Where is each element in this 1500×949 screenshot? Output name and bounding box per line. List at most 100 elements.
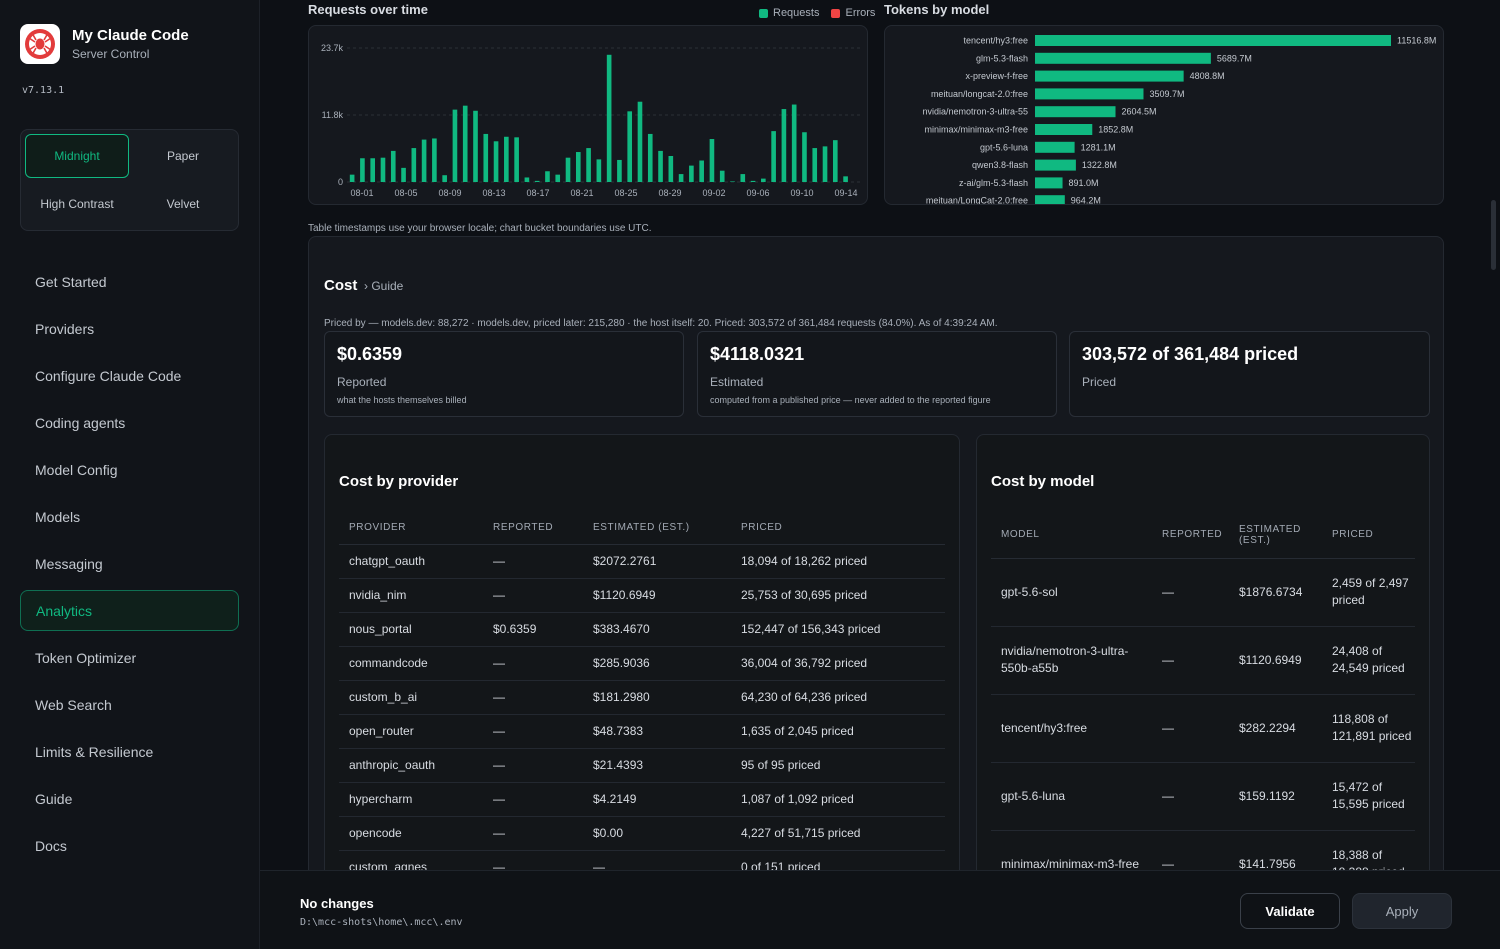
nav-item-messaging[interactable]: Messaging — [35, 555, 103, 572]
y-tick-label: 0 — [338, 177, 343, 187]
requests-bar — [781, 109, 787, 182]
table-cell: $285.9036 — [583, 646, 731, 681]
table-cell: commandcode — [339, 646, 483, 681]
priced-count-value: 303,572 of 361,484 priced — [1082, 344, 1299, 364]
cost-by-model-table: MODEL REPORTED ESTIMATED (EST.) PRICED g… — [991, 512, 1415, 870]
cost-guide-link[interactable]: › Guide — [364, 279, 404, 293]
spider-logo-icon — [25, 29, 55, 59]
nav-item-coding-agents[interactable]: Coding agents — [35, 414, 126, 431]
requests-bar — [473, 110, 478, 182]
token-bar — [1035, 159, 1076, 171]
table-cell: $141.7956 — [1229, 830, 1322, 870]
table-cell: chatgpt_oauth — [339, 544, 483, 579]
requests-bar — [668, 155, 674, 182]
table-row: custom_agnes — —0 of 151 priced — [339, 850, 945, 870]
cost-by-model-panel: Cost by model MODEL REPORTED ESTIMATED (… — [976, 434, 1430, 870]
table-cell: $0.00 — [583, 816, 731, 851]
requests-bar — [637, 101, 643, 182]
theme-velvet-button[interactable]: Velvet — [166, 197, 200, 211]
table-header-row: PROVIDER REPORTED ESTIMATED (EST.) PRICE… — [339, 512, 945, 545]
theme-paper-button[interactable]: Paper — [166, 149, 200, 163]
token-bar — [1035, 177, 1063, 189]
x-tick-label: 08-01 — [350, 188, 373, 198]
table-cell: — — [483, 544, 583, 579]
reported-cost-value: $0.6359 — [337, 344, 403, 364]
nav-item-docs[interactable]: Docs — [35, 837, 67, 854]
requests-bar — [750, 180, 756, 182]
x-tick-label: 08-09 — [438, 188, 461, 198]
nav-item-web-search[interactable]: Web Search — [35, 696, 112, 713]
table-cell: — — [1152, 694, 1229, 763]
cost-by-provider-title: Cost by provider — [339, 473, 459, 490]
table-row: nvidia/nemotron-3-ultra-550b-a55b — $1120.… — [991, 626, 1415, 695]
table-cell: $383.4670 — [583, 612, 731, 647]
bottom-bar: No changes D:\mcc-shots\home\.mcc\.env V… — [260, 870, 1500, 949]
table-cell: anthropic_oauth — [339, 748, 483, 783]
table-cell: 4,227 of 51,715 priced — [731, 816, 945, 851]
table-row: gpt-5.6-sol — $1876.6734 2,459 of 2,497 pri… — [991, 558, 1415, 627]
nav-item-providers[interactable]: Providers — [35, 320, 95, 337]
main-content: Requests over time Requests Errors 0 11.8… — [260, 0, 1500, 870]
requests-chart-title: Requests over time — [308, 2, 428, 17]
table-cell: open_router — [339, 714, 483, 749]
token-bar — [1035, 124, 1093, 135]
nav-item-configure-claude-code[interactable]: Configure Claude Code — [35, 367, 182, 384]
column-header: ESTIMATED (EST.) — [1229, 512, 1322, 559]
timestamp-note: Table timestamps use your browser locale… — [308, 223, 652, 234]
y-tick-label: 23.7k — [321, 43, 344, 53]
theme-high-contrast-button[interactable]: High Contrast — [40, 197, 114, 211]
nav-item-limits-resilience[interactable]: Limits & Resilience — [35, 743, 154, 760]
requests-bar — [596, 159, 602, 182]
table-cell: — — [483, 748, 583, 783]
table-cell: 0 of 151 priced — [731, 850, 945, 870]
table-cell: tencent/hy3:free — [991, 694, 1152, 763]
requests-bar — [462, 105, 468, 182]
column-header: REPORTED — [483, 512, 583, 545]
nav-item-guide[interactable]: Guide — [35, 790, 73, 807]
x-tick-label: 09-10 — [790, 188, 813, 198]
requests-bar — [822, 146, 828, 182]
table-cell: $282.2294 — [1229, 694, 1322, 763]
table-header-row: MODEL REPORTED ESTIMATED (EST.) PRICED — [991, 512, 1415, 559]
theme-midnight-button[interactable]: Midnight — [25, 134, 129, 178]
nav-item-model-config[interactable]: Model Config — [35, 461, 118, 478]
column-header: ESTIMATED (EST.) — [583, 512, 731, 545]
brand: My Claude Code Server Control — [20, 24, 189, 64]
validate-button[interactable]: Validate — [1240, 893, 1340, 929]
requests-bar — [555, 174, 561, 182]
requests-bar — [617, 159, 622, 182]
nav-item-analytics[interactable]: Analytics — [20, 590, 239, 631]
reported-cost-desc: what the hosts themselves billed — [337, 395, 467, 405]
sidebar: My Claude Code Server Control v7.13.1 Mi… — [0, 0, 260, 949]
x-tick-label: 08-29 — [658, 188, 681, 198]
token-bar — [1035, 88, 1144, 100]
page-scrollbar[interactable] — [1491, 200, 1496, 270]
table-row: nous_portal $0.6359 $383.4670 152,447 of 15… — [339, 612, 945, 647]
table-cell: 118,808 of 121,891 priced — [1322, 694, 1415, 763]
nav-item-models[interactable]: Models — [35, 508, 81, 525]
table-cell: gpt-5.6-sol — [991, 558, 1152, 627]
table-row: anthropic_oauth — $21.4393 95 of 95 priced — [339, 748, 945, 783]
apply-button[interactable]: Apply — [1352, 893, 1452, 929]
nav-item-token-optimizer[interactable]: Token Optimizer — [35, 649, 137, 666]
estimated-cost-value: $4118.0321 — [710, 344, 805, 364]
table-cell: $48.7383 — [583, 714, 731, 749]
cost-panel: Cost › Guide Priced by — models.dev: 88,… — [308, 236, 1444, 870]
requests-bar — [843, 176, 848, 182]
table-row: open_router — $48.7383 1,635 of 2,045 price… — [339, 714, 945, 749]
nav-item-get-started[interactable]: Get Started — [35, 273, 107, 290]
app-logo — [20, 24, 60, 64]
table-cell: opencode — [339, 816, 483, 851]
requests-bar — [442, 175, 447, 182]
table-cell: $1120.6949 — [583, 578, 731, 613]
table-cell: gpt-5.6-luna — [991, 762, 1152, 831]
table-row: commandcode — $285.9036 36,004 of 36,792 pr… — [339, 646, 945, 681]
requests-bar — [771, 131, 776, 182]
x-tick-label: 09-14 — [834, 188, 857, 198]
requests-bar — [689, 165, 694, 182]
requests-bar — [390, 150, 396, 182]
priced-by-summary: Priced by — models.dev: 88,272 · models.… — [324, 318, 998, 329]
requests-bar — [452, 109, 458, 182]
table-cell: 1,087 of 1,092 priced — [731, 782, 945, 817]
table-row: chatgpt_oauth — $2072.2761 18,094 of 18,262… — [339, 544, 945, 579]
